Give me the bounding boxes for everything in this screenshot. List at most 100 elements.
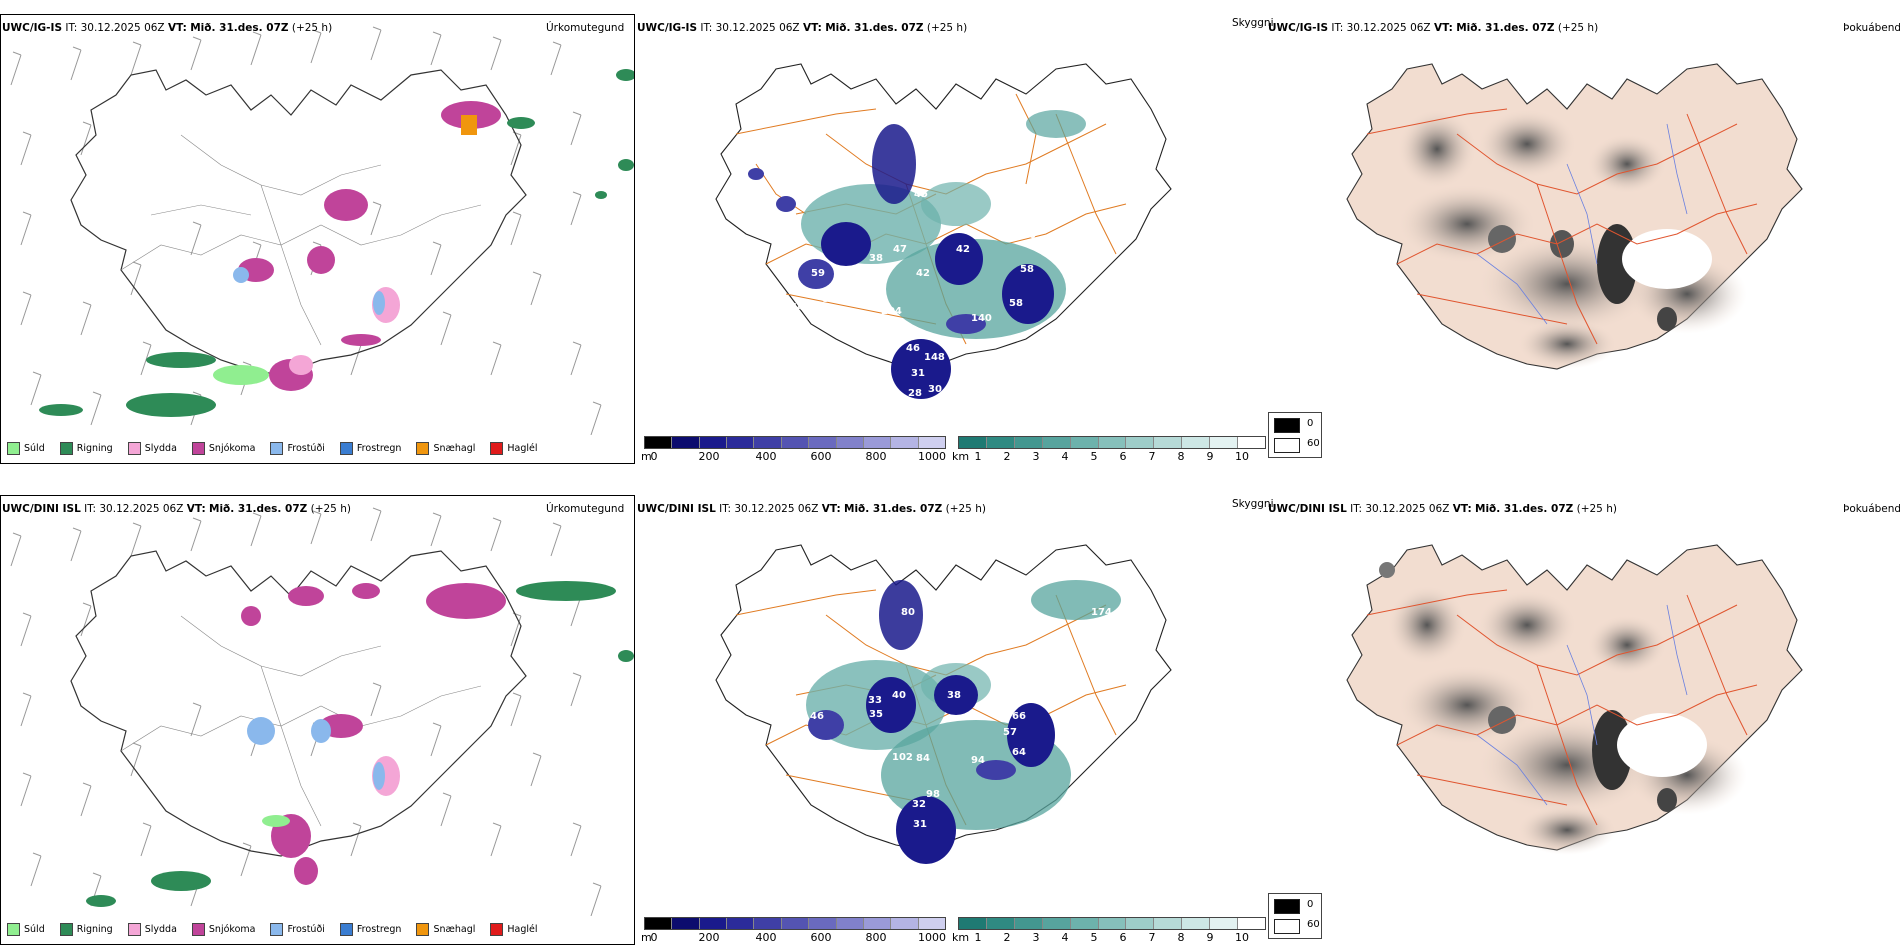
vt-label: VT: bbox=[167, 22, 187, 34]
tick-label: 6 bbox=[1119, 931, 1127, 944]
coastline bbox=[70, 550, 527, 857]
model-name: UWC/IG-IS bbox=[1268, 22, 1329, 34]
vt-label: VT: bbox=[186, 503, 206, 515]
fog-shading bbox=[1397, 109, 1747, 369]
legend-item: Rigning bbox=[59, 923, 113, 936]
it-value: 30.12.2025 06Z bbox=[734, 503, 819, 515]
it-label: IT: bbox=[1331, 22, 1344, 34]
legend-swatch bbox=[416, 442, 430, 455]
legend-label: 0 bbox=[1307, 418, 1314, 429]
value-label: 32 bbox=[912, 799, 926, 810]
value-label: 96 bbox=[921, 654, 935, 665]
visibility-m-colorbar-row2 bbox=[644, 917, 946, 930]
tick-label: 200 bbox=[698, 931, 720, 944]
legend-label: Snjókoma bbox=[208, 443, 256, 454]
it-label: IT: bbox=[65, 22, 78, 34]
precip-type-map-row1 bbox=[10, 26, 634, 435]
panel-title-fog-row1: Þokuábendi bbox=[1843, 22, 1900, 34]
visibility-areas bbox=[748, 110, 1086, 399]
value-label: 46 bbox=[906, 343, 920, 354]
visibility-map-row1: 42 47 38 43 59 80 64 204 15 45 140 46 14… bbox=[715, 63, 1172, 399]
value-label: 46 bbox=[810, 711, 824, 722]
vt-value: Mið. 31.des. 07Z bbox=[209, 503, 308, 515]
value-label: 30 bbox=[1061, 333, 1075, 344]
value-label: 40 bbox=[892, 690, 906, 701]
tick-label: 1 bbox=[974, 931, 982, 944]
tick-label: 600 bbox=[810, 931, 832, 944]
vt-label: VT: bbox=[821, 503, 841, 515]
visibility-m-ticks-row1: m 0 200 400 600 800 1000 bbox=[636, 450, 956, 464]
it-value: 30.12.2025 06Z bbox=[1346, 22, 1431, 34]
value-label: 33 bbox=[868, 695, 882, 706]
value-label: 57 bbox=[1003, 727, 1017, 738]
legend-swatch bbox=[1274, 919, 1300, 934]
unit-label: m bbox=[641, 450, 652, 463]
visibility-km-colorbar-row2 bbox=[958, 917, 1266, 930]
vt-label: VT: bbox=[802, 22, 822, 34]
tick-label: 7 bbox=[1148, 450, 1156, 463]
wind-barbs bbox=[10, 507, 602, 916]
legend-label: Snjókoma bbox=[208, 924, 256, 935]
value-label: 58 bbox=[1020, 264, 1034, 275]
tick-label: 2 bbox=[1003, 931, 1011, 944]
visibility-panel-row1: 42 47 38 43 59 80 64 204 15 45 140 46 14… bbox=[636, 14, 1266, 464]
legend-label: Frostúði bbox=[287, 924, 325, 935]
value-label: 28 bbox=[908, 388, 922, 399]
tick-label: 1 bbox=[974, 450, 982, 463]
road-network bbox=[1366, 108, 1758, 345]
value-label: 259 bbox=[1126, 589, 1147, 600]
tick-label: 7 bbox=[1148, 931, 1156, 944]
legend-label: Rigning bbox=[76, 443, 113, 454]
legend-label: Súld bbox=[24, 443, 45, 454]
visibility-maxima: 42 47 38 43 59 80 64 204 15 45 140 46 14… bbox=[790, 189, 1075, 399]
value-label: 204 bbox=[881, 306, 902, 317]
legend-item: Snjókoma bbox=[191, 923, 256, 936]
it-label: IT: bbox=[700, 22, 713, 34]
panel-title-visibility-row2: Skyggni bbox=[1232, 498, 1274, 510]
panel-header-row1-b: UWC/IG-IS IT: 30.12.2025 06Z VT: Mið. 31… bbox=[637, 22, 967, 34]
value-label: 80 bbox=[901, 607, 915, 618]
tick-label: 10 bbox=[1235, 931, 1249, 944]
visibility-m-ticks-row2: m 0 200 400 600 800 1000 bbox=[636, 931, 956, 945]
value-label: 10 bbox=[1022, 230, 1036, 241]
legend-item: Haglél bbox=[490, 442, 538, 455]
vt-value: Mið. 31.des. 07Z bbox=[1456, 22, 1555, 34]
value-label: 15 bbox=[873, 321, 887, 332]
value-label: 47 bbox=[893, 244, 907, 255]
legend-item: Frostregn bbox=[339, 442, 401, 455]
tick-label: 9 bbox=[1206, 931, 1214, 944]
coastline bbox=[70, 69, 527, 376]
panel-header-row1-c: UWC/IG-IS IT: 30.12.2025 06Z VT: Mið. 31… bbox=[1268, 22, 1598, 34]
tick-label: 8 bbox=[1177, 931, 1185, 944]
tick-label: 3 bbox=[1032, 450, 1040, 463]
vt-value: Mið. 31.des. 07Z bbox=[190, 22, 289, 34]
it-label: IT: bbox=[84, 503, 97, 515]
legend-swatch bbox=[270, 923, 284, 936]
visibility-km-colorbar-row1 bbox=[958, 436, 1266, 449]
legend-swatch bbox=[416, 923, 430, 936]
precip-legend-row1: Súld Rigning Slydda Snjókoma Frostúði Fr… bbox=[7, 442, 547, 455]
unit-label: m bbox=[641, 931, 652, 944]
legend-swatch bbox=[127, 923, 141, 936]
tick-label: 4 bbox=[1061, 931, 1069, 944]
value-label: 148 bbox=[924, 352, 945, 363]
it-value: 30.12.2025 06Z bbox=[1365, 503, 1450, 515]
it-value: 30.12.2025 06Z bbox=[99, 503, 184, 515]
model-name: UWC/IG-IS bbox=[637, 22, 698, 34]
value-label: 174 bbox=[1091, 607, 1112, 618]
road-lines bbox=[120, 134, 482, 346]
tick-label: 1000 bbox=[918, 450, 946, 463]
panel-header-row1-a: UWC/IG-IS IT: 30.12.2025 06Z VT: Mið. 31… bbox=[2, 22, 332, 34]
tick-label: 0 bbox=[650, 450, 658, 463]
vt-label: VT: bbox=[1452, 503, 1472, 515]
panel-header-row2-a: UWC/DINI ISL IT: 30.12.2025 06Z VT: Mið.… bbox=[2, 503, 351, 515]
tick-label: 5 bbox=[1090, 931, 1098, 944]
value-label: 102 bbox=[892, 752, 913, 763]
legend-label: Slydda bbox=[144, 924, 177, 935]
legend-swatch bbox=[1274, 899, 1300, 914]
lead-time: (+25 h) bbox=[291, 22, 333, 34]
value-label: 80 bbox=[822, 294, 836, 305]
it-value: 30.12.2025 06Z bbox=[715, 22, 800, 34]
tick-label: 200 bbox=[698, 450, 720, 463]
value-label: 30 bbox=[928, 384, 942, 395]
